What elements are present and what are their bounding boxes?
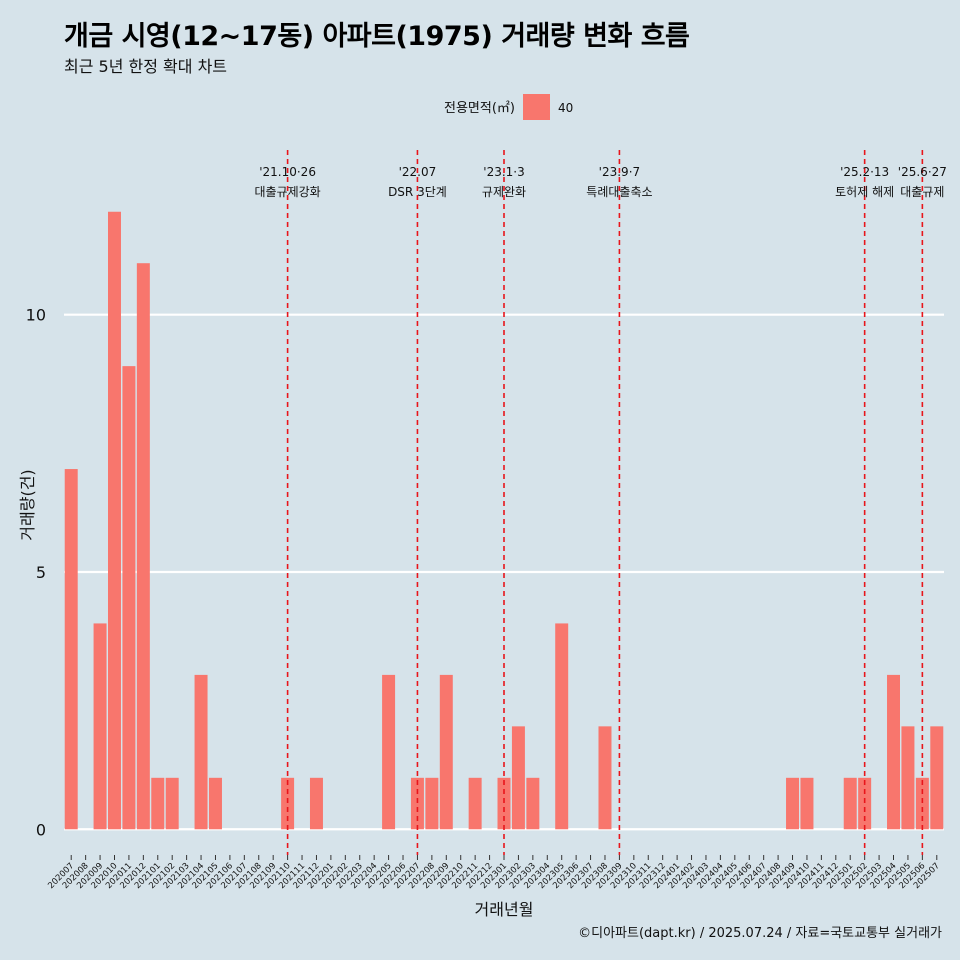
event-label: DSR 3단계 <box>388 185 447 199</box>
legend: 전용면적(㎡) 40 <box>444 94 573 120</box>
bar-202410 <box>800 777 814 830</box>
bar-202205 <box>382 674 396 830</box>
bar-202501 <box>843 777 857 830</box>
bar-202303 <box>526 777 540 830</box>
bar-202011 <box>122 366 136 830</box>
bar-202308 <box>598 726 612 830</box>
chart-subtitle: 최근 5년 한정 확대 차트 <box>64 57 228 76</box>
event-date: '23.9·7 <box>599 165 640 179</box>
bar-202409 <box>786 777 800 830</box>
bar-202301 <box>497 777 511 830</box>
bar-202007 <box>64 469 78 830</box>
chart-title: 개금 시영(12~17동) 아파트(1975) 거래량 변화 흐름 <box>64 21 690 52</box>
y-axis-title: 거래량(건) <box>18 469 37 540</box>
bar-202104 <box>194 674 208 830</box>
legend-entry: 40 <box>558 101 573 115</box>
bar-202302 <box>511 726 525 830</box>
caption: ©디아파트(dapt.kr) / 2025.07.24 / 자료=국토교통부 실… <box>578 926 942 941</box>
bar-202507 <box>930 726 944 830</box>
bars <box>64 211 944 830</box>
event-label: 대출규제 <box>900 185 944 199</box>
bar-202112 <box>309 777 323 830</box>
y-tick-label: 0 <box>36 820 46 839</box>
event-date: '25.6·27 <box>898 165 947 179</box>
event-label: 특례대출축소 <box>586 185 652 199</box>
bar-202012 <box>136 263 150 830</box>
bar-202207 <box>410 777 424 830</box>
bar-202506 <box>915 777 929 830</box>
bar-202101 <box>151 777 165 830</box>
event-label: 규제완화 <box>482 185 526 199</box>
bar-202504 <box>887 674 900 830</box>
legend-swatch <box>523 94 550 120</box>
event-markers: '21.10·26 대출규제강화 '22.07 DSR 3단계 '23.1·3 규제완화 '… <box>254 150 947 855</box>
y-tick-label: 5 <box>36 563 46 582</box>
bar-202502 <box>858 777 872 830</box>
x-axis: 2020072020082020092020102020112020122021… <box>46 855 942 891</box>
event-date: '25.2·13 <box>840 165 889 179</box>
y-tick-label: 10 <box>26 306 46 325</box>
bar-202010 <box>108 211 121 830</box>
bar-202110 <box>281 777 295 830</box>
bar-202009 <box>93 623 107 830</box>
bar-202305 <box>555 623 569 830</box>
bar-202102 <box>165 777 179 830</box>
y-axis: 0 5 10 <box>26 306 46 840</box>
bar-202505 <box>901 726 915 830</box>
event-date: '22.07 <box>399 165 437 179</box>
event-label: 대출규제강화 <box>254 185 320 199</box>
legend-title: 전용면적(㎡) <box>444 101 515 116</box>
bar-202209 <box>439 674 453 830</box>
event-label: 토허제 해제 <box>835 185 894 199</box>
bar-202211 <box>468 777 482 830</box>
bar-202105 <box>208 777 222 830</box>
event-date: '23.1·3 <box>483 165 524 179</box>
x-axis-title: 거래년월 <box>475 900 534 919</box>
bar-202208 <box>425 777 439 830</box>
event-date: '21.10·26 <box>259 165 316 179</box>
